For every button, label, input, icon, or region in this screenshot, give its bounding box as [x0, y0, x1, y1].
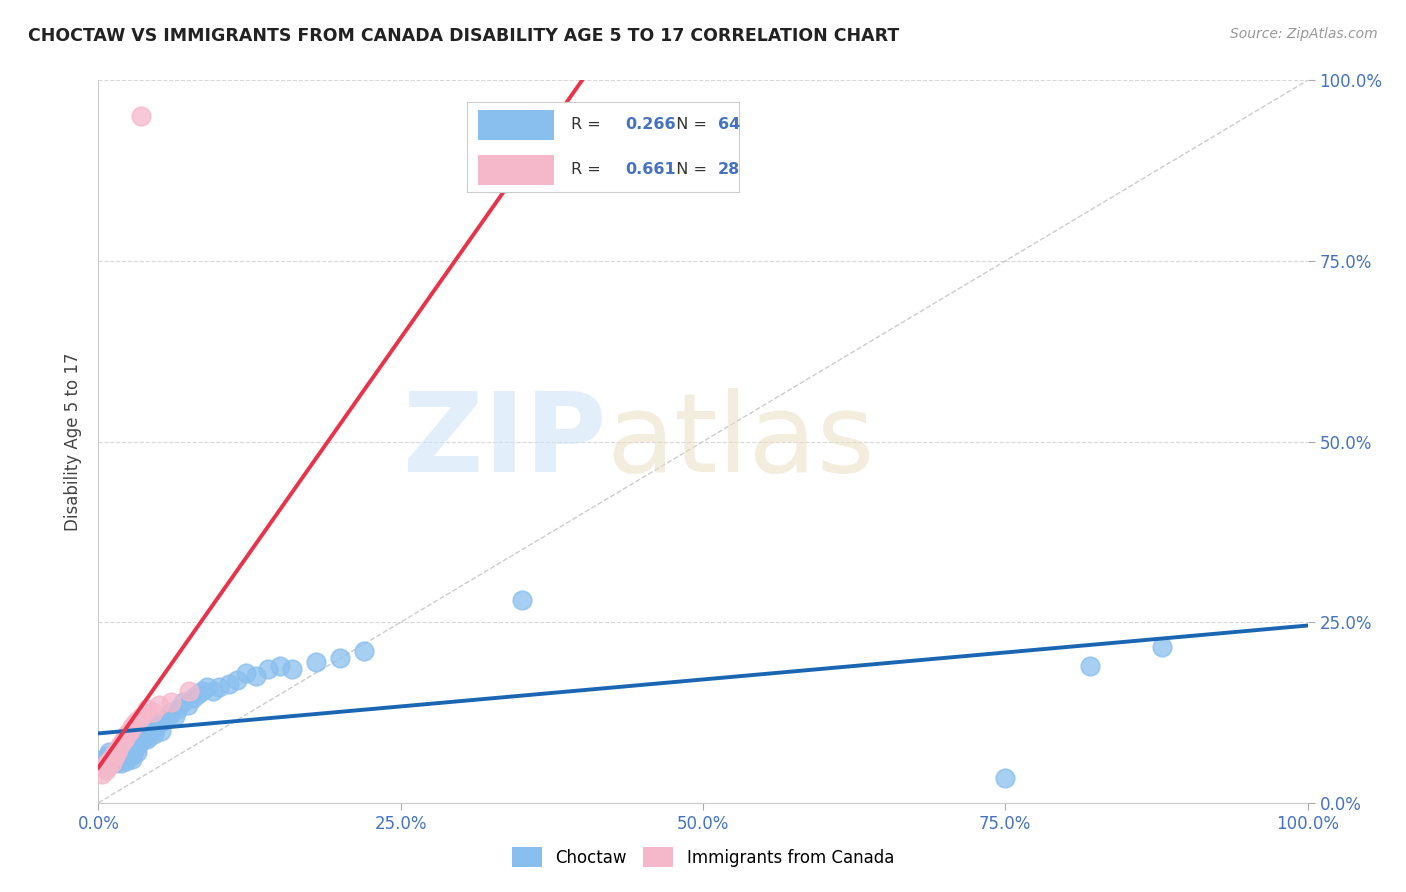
Point	[187, 687, 209, 701]
Text: ZIP: ZIP	[404, 388, 606, 495]
Point	[98, 745, 121, 759]
Point	[129, 734, 152, 748]
Point	[110, 756, 132, 770]
Point	[124, 716, 146, 731]
Point	[131, 731, 153, 745]
Point	[108, 738, 131, 752]
Point	[124, 741, 146, 756]
Point	[167, 702, 190, 716]
Point	[153, 713, 176, 727]
Point	[94, 764, 117, 778]
Point	[256, 662, 278, 676]
Point	[142, 706, 165, 720]
Point	[118, 747, 141, 761]
Point	[235, 665, 257, 680]
Point	[148, 716, 170, 731]
Point	[1152, 640, 1174, 655]
Point	[117, 727, 139, 741]
Point	[100, 752, 122, 766]
Point	[117, 751, 139, 765]
Point	[118, 723, 141, 738]
Point	[191, 683, 214, 698]
Point	[138, 729, 160, 743]
Point	[134, 727, 156, 741]
Point	[150, 723, 173, 738]
Point	[121, 752, 143, 766]
Point	[510, 593, 533, 607]
Point	[160, 695, 183, 709]
Point	[97, 760, 120, 774]
Point	[96, 756, 118, 770]
Point	[202, 683, 225, 698]
Text: CHOCTAW VS IMMIGRANTS FROM CANADA DISABILITY AGE 5 TO 17 CORRELATION CHART: CHOCTAW VS IMMIGRANTS FROM CANADA DISABI…	[28, 27, 900, 45]
Point	[160, 706, 183, 720]
Point	[148, 698, 170, 713]
Point	[218, 676, 240, 690]
Point	[245, 669, 267, 683]
Point	[91, 767, 114, 781]
Point	[177, 698, 200, 713]
Point	[157, 709, 180, 723]
Point	[135, 732, 157, 747]
Point	[93, 760, 115, 774]
Point	[97, 756, 120, 770]
Point	[145, 720, 167, 734]
Point	[111, 752, 134, 766]
Point	[305, 655, 328, 669]
Point	[181, 691, 204, 706]
Point	[143, 727, 166, 741]
Point	[131, 709, 153, 723]
Point	[122, 747, 145, 761]
Point	[994, 771, 1017, 785]
Point	[1078, 658, 1101, 673]
Text: atlas: atlas	[606, 388, 875, 495]
Point	[163, 709, 186, 723]
Point	[100, 754, 122, 768]
Point	[103, 747, 125, 761]
Point	[108, 751, 131, 765]
Point	[104, 748, 127, 763]
Y-axis label: Disability Age 5 to 17: Disability Age 5 to 17	[65, 352, 83, 531]
Point	[103, 747, 125, 761]
Point	[172, 695, 194, 709]
Point	[141, 723, 163, 738]
Point	[121, 720, 143, 734]
Point	[118, 744, 141, 758]
Point	[353, 644, 375, 658]
Point	[114, 731, 136, 745]
Point	[226, 673, 249, 687]
Point	[107, 745, 129, 759]
Point	[127, 745, 149, 759]
Point	[129, 110, 152, 124]
Point	[93, 752, 115, 766]
Point	[135, 702, 157, 716]
Point	[107, 741, 129, 756]
Point	[208, 680, 231, 694]
Text: Source: ZipAtlas.com: Source: ZipAtlas.com	[1230, 27, 1378, 41]
Point	[100, 752, 122, 766]
Point	[115, 754, 138, 768]
Point	[98, 754, 121, 768]
Point	[111, 734, 134, 748]
Point	[114, 745, 136, 759]
Point	[269, 658, 291, 673]
Point	[100, 756, 122, 770]
Point	[127, 713, 149, 727]
Legend: Choctaw, Immigrants from Canada: Choctaw, Immigrants from Canada	[512, 847, 894, 867]
Point	[329, 651, 352, 665]
Point	[112, 748, 135, 763]
Point	[104, 756, 127, 770]
Point	[105, 745, 128, 759]
Point	[105, 748, 128, 763]
Point	[195, 680, 218, 694]
Point	[108, 754, 131, 768]
Point	[127, 738, 149, 752]
Point	[101, 751, 124, 765]
Point	[179, 683, 201, 698]
Point	[281, 662, 304, 676]
Point	[96, 748, 118, 763]
Point	[120, 748, 142, 763]
Point	[101, 751, 124, 765]
